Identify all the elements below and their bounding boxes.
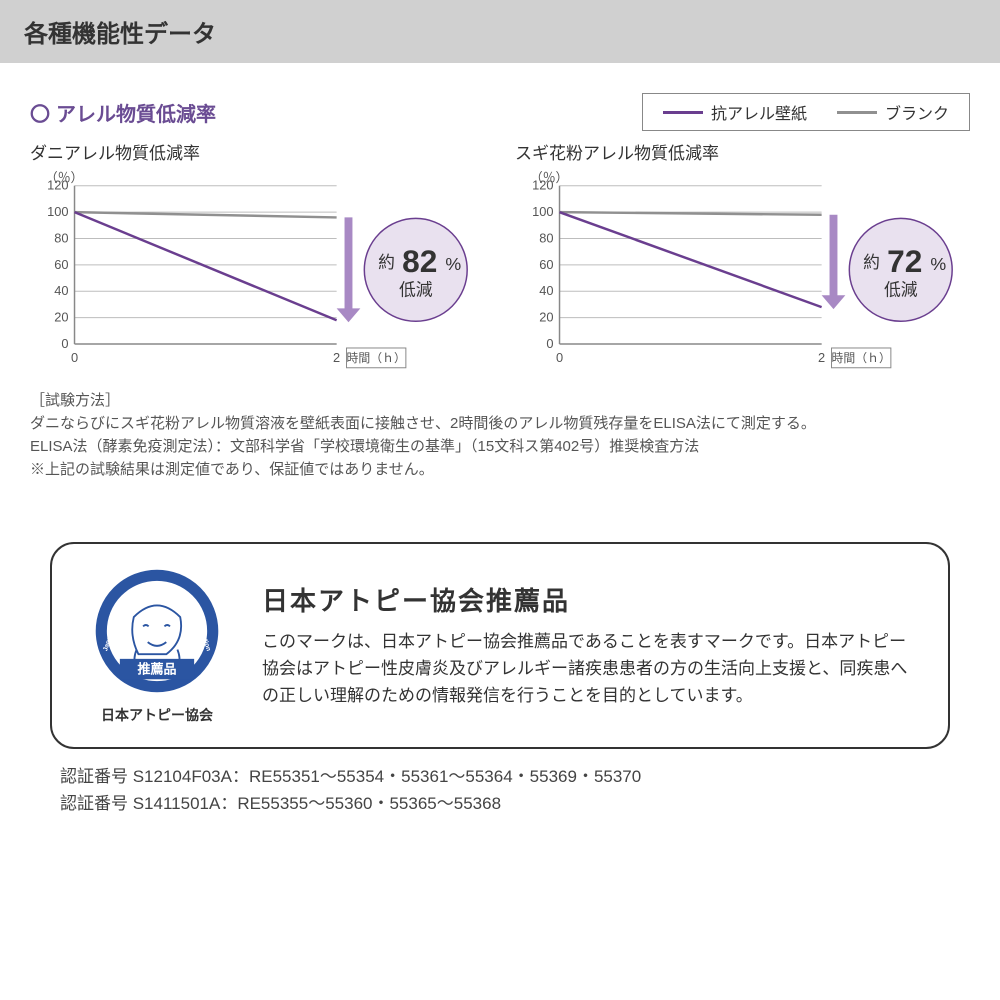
certification-logo: Atopic Dermatitis PatientsJapanAssociati… [82,566,232,725]
legend-line-product [663,111,703,114]
certification-desc: このマークは、日本アトピー協会推薦品であることを表すマークです。日本アトピー協会… [262,628,918,710]
svg-text:0: 0 [546,336,553,351]
svg-text:低減: 低減 [884,281,918,300]
page-title: 各種機能性データ [24,21,216,48]
svg-text:72: 72 [887,243,922,279]
atopy-logo-icon: Atopic Dermatitis PatientsJapanAssociati… [92,566,222,696]
svg-text:120: 120 [47,178,68,193]
chart-svg-1: （％）02040608010012002時間（ｈ）約72%低減 [515,166,970,374]
legend-line-blank [837,111,877,114]
certification-text: 日本アトピー協会推薦品 このマークは、日本アトピー協会推薦品であることを表すマー… [262,581,918,710]
svg-text:%: % [445,254,461,274]
charts-row: ダニアレル物質低減率 （％）02040608010012002時間（ｈ）約82%… [30,139,970,379]
chart-title-1: スギ花粉アレル物質低減率 [515,139,970,164]
header-band: 各種機能性データ [0,0,1000,63]
legend-label-product: 抗アレル壁紙 [711,100,807,124]
svg-text:推薦品: 推薦品 [137,661,176,676]
svg-text:82: 82 [402,243,437,279]
legend: 抗アレル壁紙 ブランク [642,93,970,131]
svg-text:80: 80 [54,230,68,245]
svg-text:2: 2 [333,350,340,365]
legend-label-blank: ブランク [885,100,949,124]
chart-sugi: スギ花粉アレル物質低減率 （％）02040608010012002時間（ｈ）約7… [515,139,970,379]
legend-item-blank: ブランク [837,100,949,124]
chart-svg-0: （％）02040608010012002時間（ｈ）約82%低減 [30,166,485,374]
svg-text:0: 0 [61,336,68,351]
certification-title: 日本アトピー協会推薦品 [262,581,918,618]
logo-caption: 日本アトピー協会 [82,705,232,725]
section-title: 〇 アレル物質低減率 [30,98,216,127]
certification-numbers: 認証番号 S12104F03A：RE55351～55354・55361～5536… [60,763,940,817]
bullet-icon: 〇 [30,98,50,127]
certification-card: Atopic Dermatitis PatientsJapanAssociati… [50,542,950,749]
method-line2: ELISA法（酵素免疫測定法）：文部科学省「学校環境衛生の基準」（15文科ス第4… [30,438,699,455]
test-method: ［試験方法］ ダニならびにスギ花粉アレル物質溶液を壁紙表面に接触させ、2時間後の… [30,389,970,482]
svg-text:100: 100 [532,204,553,219]
svg-text:120: 120 [532,178,553,193]
svg-text:60: 60 [54,257,68,272]
legend-item-product: 抗アレル壁紙 [663,100,807,124]
svg-text:0: 0 [71,350,78,365]
method-label: ［試験方法］ [30,392,120,409]
method-line1: ダニならびにスギ花粉アレル物質溶液を壁紙表面に接触させ、2時間後のアレル物質残存… [30,415,816,432]
section-title-text: アレル物質低減率 [56,98,216,127]
svg-text:80: 80 [539,230,553,245]
cert-number-2: 認証番号 S1411501A：RE55355～55360・55365～55368 [60,790,940,817]
svg-text:約: 約 [863,253,880,272]
chart-title-0: ダニアレル物質低減率 [30,139,485,164]
svg-text:40: 40 [54,283,68,298]
section-header-row: 〇 アレル物質低減率 抗アレル壁紙 ブランク [30,93,970,131]
svg-text:20: 20 [539,310,553,325]
svg-text:%: % [930,254,946,274]
svg-text:約: 約 [378,253,395,272]
svg-text:60: 60 [539,257,553,272]
svg-text:時間（ｈ）: 時間（ｈ） [832,351,891,365]
svg-text:100: 100 [47,204,68,219]
chart-dani: ダニアレル物質低減率 （％）02040608010012002時間（ｈ）約82%… [30,139,485,379]
svg-text:時間（ｈ）: 時間（ｈ） [347,351,406,365]
content: 〇 アレル物質低減率 抗アレル壁紙 ブランク ダニアレル物質低減率 （％）020… [0,63,1000,867]
svg-text:40: 40 [539,283,553,298]
method-note: ※上記の試験結果は測定値であり、保証値ではありません。 [30,461,434,478]
cert-number-1: 認証番号 S12104F03A：RE55351～55354・55361～5536… [60,763,940,790]
svg-text:低減: 低減 [399,281,433,300]
svg-text:20: 20 [54,310,68,325]
svg-text:0: 0 [556,350,563,365]
svg-text:2: 2 [818,350,825,365]
